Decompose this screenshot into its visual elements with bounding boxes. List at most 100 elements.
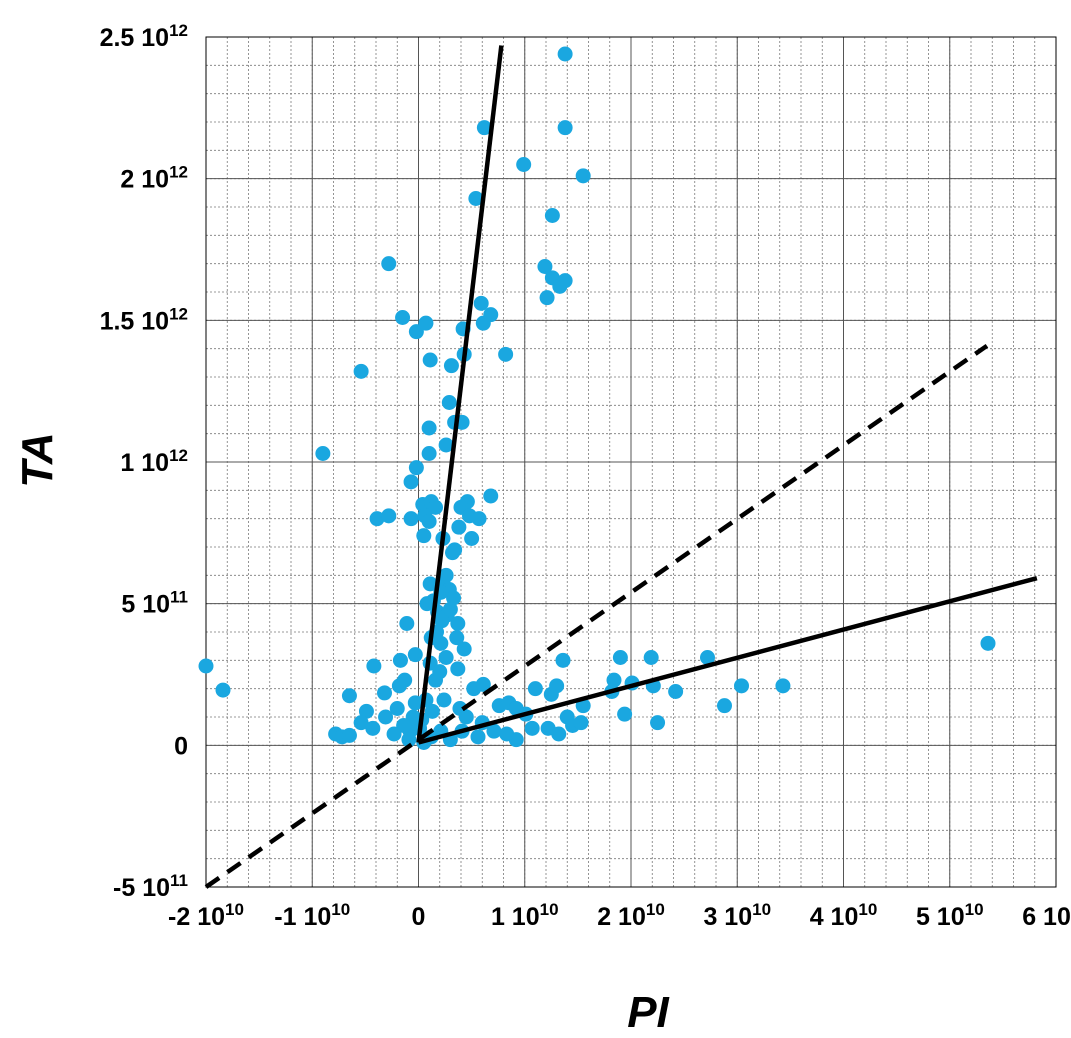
data-point bbox=[700, 650, 715, 665]
data-point bbox=[450, 661, 466, 677]
data-point bbox=[358, 703, 374, 719]
tick-label: 2 1010 bbox=[597, 900, 665, 931]
data-point bbox=[464, 531, 480, 546]
data-point bbox=[446, 590, 462, 606]
tick-label: 1 1010 bbox=[491, 900, 559, 931]
data-point bbox=[392, 652, 408, 668]
data-point bbox=[668, 684, 684, 699]
tick-label: 5 1011 bbox=[121, 588, 188, 619]
data-point bbox=[516, 157, 532, 172]
data-point bbox=[407, 695, 423, 711]
data-point bbox=[456, 641, 472, 657]
data-point bbox=[369, 511, 385, 527]
data-point bbox=[441, 395, 457, 410]
major-grid bbox=[205, 36, 1057, 888]
data-point bbox=[421, 420, 437, 436]
data-point bbox=[341, 727, 357, 743]
tick-label: 5 1010 bbox=[916, 900, 984, 931]
data-point bbox=[433, 635, 449, 651]
data-point bbox=[442, 601, 458, 617]
data-point bbox=[353, 715, 369, 731]
data-point bbox=[551, 726, 567, 742]
tick-label: -2 1010 bbox=[168, 900, 244, 931]
data-point bbox=[471, 511, 487, 527]
data-point bbox=[458, 709, 474, 725]
tick-label: 2.5 1012 bbox=[100, 21, 188, 52]
data-point bbox=[498, 346, 514, 362]
data-point bbox=[980, 635, 996, 651]
data-point bbox=[378, 709, 394, 725]
fit-lines bbox=[204, 45, 1038, 889]
data-point bbox=[421, 514, 437, 529]
data-point bbox=[397, 672, 413, 688]
data-point bbox=[353, 363, 369, 379]
tick-label: 3 1010 bbox=[703, 900, 771, 931]
data-point bbox=[499, 726, 515, 742]
tick-label: 1 1012 bbox=[120, 446, 188, 477]
data-point bbox=[422, 352, 438, 368]
data-point bbox=[445, 545, 460, 561]
data-point bbox=[527, 681, 543, 697]
tick-label: 2 1012 bbox=[120, 163, 188, 194]
data-point bbox=[450, 616, 466, 631]
steep-line bbox=[416, 45, 504, 743]
data-point bbox=[557, 120, 573, 136]
data-point bbox=[449, 630, 465, 646]
data-point bbox=[476, 120, 492, 136]
data-point bbox=[555, 652, 571, 668]
data-point bbox=[650, 715, 666, 731]
tick-label: -5 1011 bbox=[113, 871, 188, 902]
data-point bbox=[408, 460, 424, 476]
data-point bbox=[365, 720, 381, 736]
data-point bbox=[215, 682, 231, 698]
data-point bbox=[315, 446, 331, 461]
data-point bbox=[483, 307, 499, 323]
data-point bbox=[717, 698, 732, 714]
plot-frame bbox=[205, 36, 1057, 888]
y-axis-title: TA bbox=[13, 432, 62, 487]
data-point bbox=[438, 437, 454, 453]
data-point bbox=[381, 508, 397, 524]
data-point bbox=[395, 310, 411, 325]
data-point bbox=[539, 290, 555, 306]
data-points bbox=[198, 46, 996, 750]
tick-label: -1 1010 bbox=[274, 900, 350, 931]
data-point bbox=[396, 718, 412, 733]
tick-label: 4 1010 bbox=[810, 900, 878, 931]
data-point bbox=[198, 658, 214, 674]
data-point bbox=[612, 650, 628, 665]
data-point bbox=[407, 647, 423, 663]
data-point bbox=[422, 576, 438, 592]
y-tick-labels: 2.5 1012 2 1012 1.5 1012 1 1012 5 1011 0 -5 10… bbox=[100, 21, 188, 902]
data-point bbox=[470, 729, 486, 745]
data-point bbox=[443, 358, 459, 374]
data-point bbox=[451, 519, 467, 535]
x-tick-labels: -2 1010 -1 1010 0 1 1010 2 1010 3 1010 4 1010 5… bbox=[168, 900, 1071, 931]
data-point bbox=[428, 499, 443, 515]
data-point bbox=[537, 259, 553, 274]
data-point bbox=[399, 616, 415, 631]
tick-label: 0 bbox=[412, 903, 426, 931]
data-point bbox=[483, 488, 499, 504]
tick-label: 6 1010 bbox=[1022, 900, 1071, 931]
x-axis-title: PI bbox=[627, 988, 669, 1037]
data-point bbox=[436, 692, 452, 708]
data-point bbox=[424, 703, 440, 719]
data-point bbox=[341, 688, 357, 704]
data-point bbox=[386, 726, 402, 742]
data-point bbox=[486, 723, 502, 739]
data-point bbox=[549, 678, 565, 694]
tick-label: 0 bbox=[174, 732, 188, 760]
data-point bbox=[575, 168, 591, 184]
data-point bbox=[403, 511, 419, 527]
diagonal-dashed-line bbox=[204, 343, 989, 889]
data-point bbox=[606, 672, 622, 688]
data-point bbox=[421, 446, 437, 461]
data-point bbox=[416, 528, 432, 544]
data-point bbox=[434, 613, 450, 629]
data-point bbox=[734, 678, 749, 694]
data-point bbox=[405, 709, 421, 725]
data-point bbox=[432, 664, 448, 680]
data-point bbox=[524, 720, 540, 736]
data-point bbox=[473, 295, 489, 311]
